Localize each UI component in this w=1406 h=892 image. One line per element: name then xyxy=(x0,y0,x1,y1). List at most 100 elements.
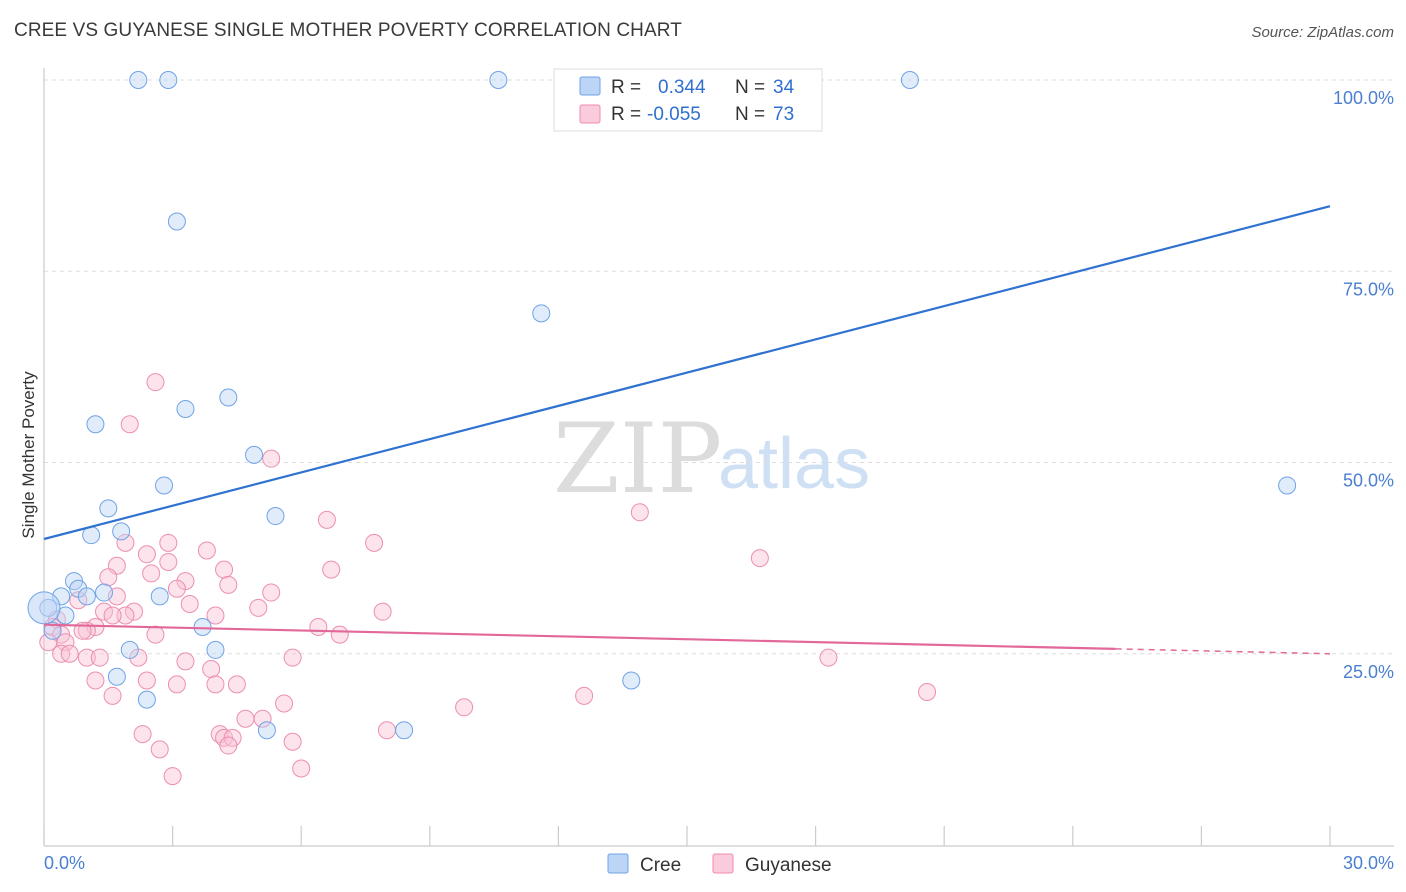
cree-point xyxy=(86,415,105,434)
guyanese-n-value: 73 xyxy=(773,104,794,125)
guyanese-point xyxy=(750,549,769,568)
cree-point xyxy=(176,399,195,418)
guyanese-point xyxy=(90,648,109,667)
guyanese-point xyxy=(455,698,474,717)
guyanese-point xyxy=(918,683,937,701)
guyanese-points xyxy=(39,373,937,786)
guyanese-point xyxy=(330,625,349,644)
guyanese-point xyxy=(150,740,169,759)
guyanese-point xyxy=(159,533,178,552)
guyanese-point xyxy=(116,606,135,625)
cree-trend-line xyxy=(43,205,1331,541)
guyanese-point xyxy=(317,510,336,529)
cree-point xyxy=(219,388,238,407)
cree-point xyxy=(1278,476,1297,495)
cree-point xyxy=(622,671,641,690)
guyanese-point xyxy=(215,560,234,579)
x-tick-label-min: 0.0% xyxy=(44,853,85,873)
guyanese-point xyxy=(227,675,246,694)
guyanese-point xyxy=(133,725,152,744)
guyanese-point xyxy=(86,671,105,690)
guyanese-point xyxy=(146,625,165,644)
guyanese-point xyxy=(309,617,328,636)
guyanese-n-label: N = xyxy=(735,104,765,125)
cree-point xyxy=(129,71,148,89)
guyanese-point xyxy=(283,648,302,667)
guyanese-point xyxy=(575,686,594,705)
chart-title: CREE VS GUYANESE SINGLE MOTHER POVERTY C… xyxy=(14,20,682,41)
y-tick-label: 75.0% xyxy=(1343,279,1394,299)
guyanese-point xyxy=(202,660,221,679)
x-axis-ticks xyxy=(43,826,1331,846)
guyanese-point xyxy=(95,602,114,621)
guyanese-point xyxy=(292,759,311,778)
guyanese-legend-swatch xyxy=(579,104,601,124)
stats-legend: R = 0.344 N = 34 R = -0.055 N = 73 xyxy=(553,68,823,132)
guyanese-point xyxy=(137,671,156,690)
cree-point xyxy=(532,304,551,323)
guyanese-point xyxy=(180,595,199,614)
cree-point xyxy=(95,583,114,602)
guyanese-point xyxy=(99,568,118,587)
cree-point xyxy=(206,640,225,659)
guyanese-point xyxy=(630,503,649,522)
guyanese-point xyxy=(365,533,384,552)
cree-point xyxy=(99,499,118,518)
x-tick-label-max: 30.0% xyxy=(1343,853,1394,873)
guyanese-point xyxy=(236,709,255,728)
guyanese-point xyxy=(167,579,186,598)
cree-series-swatch xyxy=(607,853,629,874)
grid-lines xyxy=(44,79,1394,655)
cree-point xyxy=(245,445,264,464)
cree-r-value: 0.344 xyxy=(658,77,706,98)
cree-point xyxy=(489,71,508,89)
guyanese-point xyxy=(206,675,225,694)
guyanese-point xyxy=(116,533,135,552)
guyanese-point xyxy=(819,648,838,667)
guyanese-point xyxy=(262,449,281,468)
guyanese-point xyxy=(60,644,79,663)
watermark-zip: ZIP xyxy=(553,403,722,515)
source-label: Source: ZipAtlas.com xyxy=(1251,24,1394,41)
cree-point xyxy=(159,71,178,89)
cree-point xyxy=(155,476,174,495)
guyanese-r-value: -0.055 xyxy=(647,104,701,125)
guyanese-r-label: R = xyxy=(611,104,641,125)
cree-r-label: R = xyxy=(611,77,641,98)
cree-point xyxy=(107,667,126,686)
cree-point xyxy=(137,690,156,709)
guyanese-trend-line xyxy=(43,623,1116,651)
axes xyxy=(43,68,1394,847)
guyanese-point xyxy=(125,602,144,621)
cree-point xyxy=(900,71,919,89)
guyanese-point xyxy=(176,652,195,671)
cree-n-label: N = xyxy=(735,77,765,98)
cree-legend-swatch xyxy=(579,76,601,96)
cree-point xyxy=(193,617,212,636)
guyanese-point xyxy=(163,767,182,786)
guyanese-point xyxy=(167,675,186,694)
guyanese-point xyxy=(142,564,161,583)
cree-point xyxy=(167,212,186,231)
y-tick-label: 100.0% xyxy=(1333,88,1394,108)
guyanese-point xyxy=(103,606,122,625)
guyanese-point xyxy=(146,373,165,392)
y-axis-label: Single Mother Poverty xyxy=(19,371,38,539)
cree-n-value: 34 xyxy=(773,77,795,98)
guyanese-point xyxy=(283,732,302,751)
guyanese-point xyxy=(197,541,216,560)
guyanese-point xyxy=(219,575,238,594)
guyanese-point xyxy=(159,552,178,571)
series-legend: Cree Guyanese xyxy=(607,853,832,876)
guyanese-point xyxy=(249,598,268,617)
guyanese-point xyxy=(275,694,294,713)
guyanese-series-label: Guyanese xyxy=(745,855,832,876)
cree-point xyxy=(120,640,139,659)
guyanese-point xyxy=(120,415,139,434)
guyanese-point xyxy=(77,648,96,667)
cree-series-label: Cree xyxy=(640,855,681,876)
cree-point xyxy=(266,507,285,526)
guyanese-point xyxy=(39,633,58,652)
guyanese-point xyxy=(253,709,272,728)
guyanese-point xyxy=(219,736,238,755)
